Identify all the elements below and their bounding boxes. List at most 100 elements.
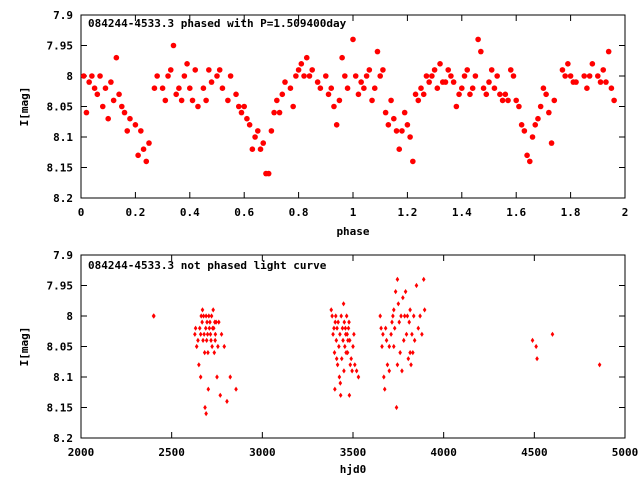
data-point	[222, 343, 227, 350]
x-tick-label: 5000	[612, 446, 639, 459]
data-point	[374, 48, 381, 55]
data-point	[524, 152, 530, 159]
data-point	[293, 73, 299, 79]
data-point	[456, 91, 462, 98]
data-point	[396, 301, 401, 307]
x-tick-label: 1.8	[561, 206, 581, 219]
data-point	[387, 368, 392, 374]
data-point	[409, 362, 413, 368]
data-point	[488, 67, 495, 73]
chart-title: 084244-4533.3 phased with P=1.509400day	[88, 17, 347, 30]
data-point	[215, 374, 219, 380]
data-point	[491, 85, 498, 91]
data-point	[546, 109, 552, 116]
data-point	[110, 97, 117, 104]
data-point	[146, 140, 152, 146]
data-point	[271, 109, 277, 116]
data-point	[411, 350, 415, 356]
data-point	[204, 313, 208, 319]
data-point	[369, 97, 375, 104]
data-point	[405, 313, 410, 319]
data-point	[390, 319, 394, 325]
data-point	[339, 313, 344, 319]
data-point	[521, 128, 528, 134]
y-axis-label: I[mag]	[18, 87, 31, 127]
data-point	[559, 67, 566, 73]
data-point	[184, 61, 190, 67]
data-point	[347, 319, 351, 325]
data-point	[189, 97, 196, 104]
x-tick-label: 1	[350, 206, 357, 219]
x-tick-label: 0.6	[234, 206, 254, 219]
data-point	[241, 103, 247, 110]
data-point	[382, 374, 386, 380]
data-point	[257, 146, 264, 152]
data-point	[178, 97, 185, 104]
data-point	[422, 307, 427, 313]
data-point	[331, 331, 335, 337]
data-point	[529, 134, 536, 140]
data-point	[151, 85, 158, 91]
data-point	[532, 122, 539, 128]
data-point	[388, 97, 394, 104]
data-point	[249, 146, 256, 152]
data-point	[204, 411, 208, 417]
data-point	[581, 73, 587, 79]
data-point	[346, 337, 350, 343]
data-point	[350, 368, 354, 374]
data-point	[353, 362, 357, 368]
data-point	[395, 276, 400, 282]
data-point	[379, 325, 383, 331]
data-point	[323, 73, 329, 79]
data-point	[340, 325, 345, 331]
data-point	[337, 343, 341, 350]
data-point	[212, 350, 217, 356]
data-point	[351, 343, 355, 350]
data-point	[420, 331, 424, 337]
data-point	[459, 85, 465, 91]
x-tick-label: 1.6	[506, 206, 526, 219]
data-point	[227, 73, 234, 79]
data-point	[356, 374, 361, 380]
data-point	[434, 85, 441, 91]
data-point	[421, 276, 426, 282]
y-tick-label: 8.1	[53, 131, 73, 144]
data-point	[209, 337, 213, 343]
x-tick-label: 3000	[249, 446, 276, 459]
data-point	[309, 67, 316, 73]
data-point	[108, 79, 114, 85]
data-point	[395, 362, 400, 368]
data-point	[342, 73, 348, 79]
data-point	[382, 109, 389, 116]
data-point	[332, 325, 336, 331]
data-point	[200, 85, 207, 91]
data-point	[274, 97, 280, 104]
data-point	[450, 79, 457, 85]
data-point	[99, 103, 106, 110]
data-point	[343, 331, 348, 337]
data-point	[548, 140, 555, 146]
data-point	[238, 109, 245, 116]
data-point	[207, 313, 211, 319]
data-point	[80, 73, 87, 79]
data-point	[371, 85, 378, 91]
data-point	[401, 337, 406, 343]
data-point	[260, 140, 267, 146]
x-tick-label: 1.2	[397, 206, 417, 219]
data-point	[391, 115, 397, 122]
data-point	[401, 109, 408, 116]
y-tick-label: 8.05	[47, 341, 74, 354]
data-point	[127, 115, 133, 122]
data-point	[429, 73, 435, 79]
data-point	[202, 350, 207, 356]
data-point	[276, 109, 283, 116]
data-point	[480, 85, 487, 91]
data-point	[116, 91, 122, 98]
data-point	[527, 158, 533, 165]
data-point	[352, 73, 359, 79]
data-point	[208, 331, 213, 337]
data-point	[336, 319, 340, 325]
data-point	[97, 73, 103, 79]
data-point	[211, 325, 216, 331]
